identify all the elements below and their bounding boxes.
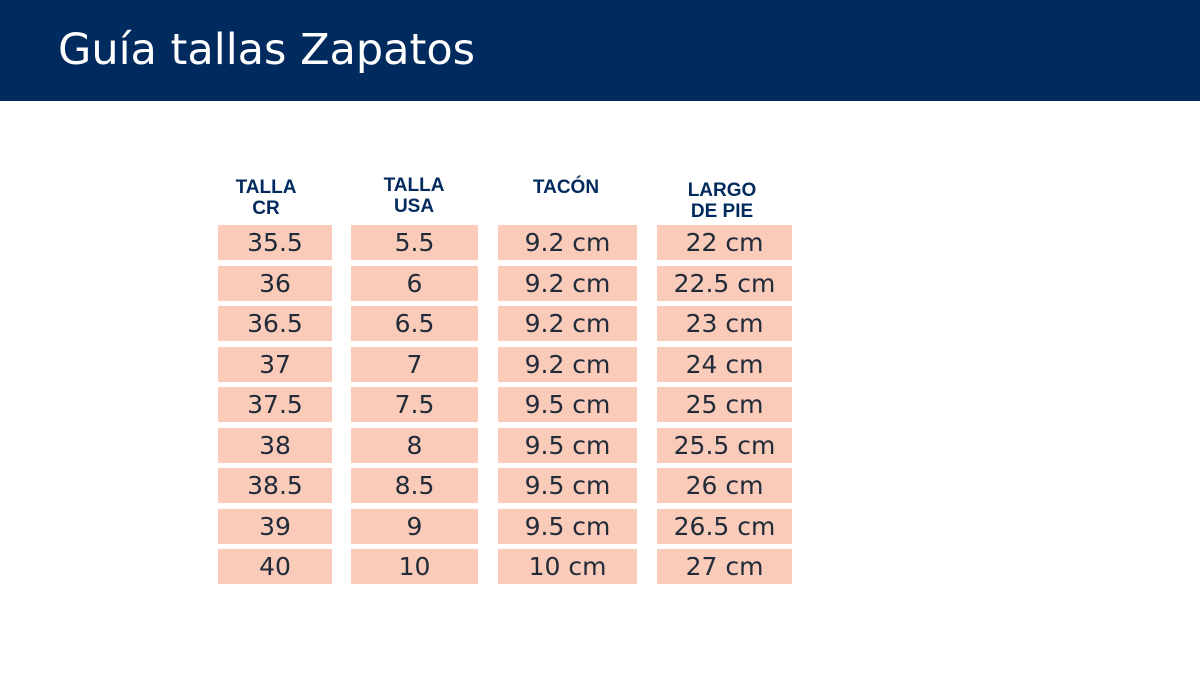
table-cell-tacon: 9.5 cm [498,387,637,422]
table-cell-largo-de-pie: 24 cm [657,347,792,382]
table-cell-largo-de-pie: 25.5 cm [657,428,792,463]
column-header-talla-usa: TALLA USA [366,175,462,217]
table-cell-talla-usa: 6 [351,266,478,301]
table-cell-tacon: 10 cm [498,549,637,584]
table-cell-talla-cr: 36.5 [218,306,332,341]
column-header-line1: LARGO [687,180,757,201]
table-cell-talla-cr: 35.5 [218,225,332,260]
title-banner: Guía tallas Zapatos [0,0,1200,101]
table-cell-largo-de-pie: 23 cm [657,306,792,341]
table-cell-largo-de-pie: 26.5 cm [657,509,792,544]
table-cell-talla-cr: 37.5 [218,387,332,422]
table-cell-talla-usa: 9 [351,509,478,544]
table-cell-tacon: 9.5 cm [498,468,637,503]
table-cell-largo-de-pie: 22 cm [657,225,792,260]
table-cell-talla-usa: 8 [351,428,478,463]
column-header-tacon: TACÓN [510,177,622,198]
column-header-line2: USA [393,196,435,217]
column-header-line2: DE PIE [690,201,754,222]
table-cell-talla-usa: 6.5 [351,306,478,341]
column-header-largo-de-pie: LARGO DE PIE [664,180,780,222]
table-cell-largo-de-pie: 22.5 cm [657,266,792,301]
table-cell-talla-cr: 40 [218,549,332,584]
table-cell-tacon: 9.2 cm [498,225,637,260]
table-cell-tacon: 9.2 cm [498,266,637,301]
table-cell-largo-de-pie: 25 cm [657,387,792,422]
column-header-talla-cr: TALLA CR [218,177,314,219]
table-cell-talla-cr: 37 [218,347,332,382]
table-cell-tacon: 9.2 cm [498,347,637,382]
table-cell-talla-usa: 8.5 [351,468,478,503]
table-cell-largo-de-pie: 26 cm [657,468,792,503]
table-cell-tacon: 9.5 cm [498,509,637,544]
column-header-line2: CR [252,198,280,219]
table-cell-talla-usa: 10 [351,549,478,584]
table-cell-talla-cr: 36 [218,266,332,301]
table-cell-talla-cr: 38.5 [218,468,332,503]
table-cell-talla-usa: 5.5 [351,225,478,260]
column-header-line1: TALLA [235,177,297,198]
page-title: Guía tallas Zapatos [58,25,476,75]
table-cell-tacon: 9.5 cm [498,428,637,463]
table-cell-largo-de-pie: 27 cm [657,549,792,584]
column-header-line1: TACÓN [532,177,600,198]
table-cell-talla-cr: 38 [218,428,332,463]
table-cell-tacon: 9.2 cm [498,306,637,341]
table-cell-talla-usa: 7 [351,347,478,382]
table-cell-talla-usa: 7.5 [351,387,478,422]
table-cell-talla-cr: 39 [218,509,332,544]
column-header-line1: TALLA [383,175,445,196]
